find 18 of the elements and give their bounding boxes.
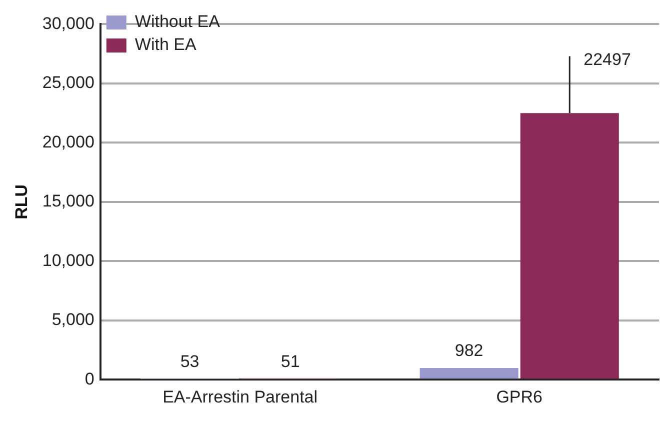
data-label: 22497 (584, 50, 631, 69)
y-axis-title: RLU (12, 184, 31, 220)
y-tick-label: 30,000 (42, 14, 94, 33)
x-tick-label: GPR6 (496, 387, 542, 406)
y-tick-label: 20,000 (42, 132, 94, 152)
legend-label: With EA (134, 35, 197, 54)
x-tick-label: EA-Arrestin Parental (162, 387, 318, 406)
legend-label: Without EA (134, 12, 221, 32)
data-label: 51 (280, 352, 300, 372)
y-tick-label: 5,000 (52, 310, 94, 330)
data-label: 982 (454, 341, 484, 360)
y-tick-label: 0 (84, 369, 94, 388)
bar (420, 368, 518, 379)
bar (520, 113, 619, 379)
data-label: 53 (180, 352, 200, 372)
y-tick-label: 10,000 (42, 250, 94, 270)
y-tick-label: 15,000 (42, 192, 94, 211)
y-tick-label: 25,000 (42, 73, 94, 92)
